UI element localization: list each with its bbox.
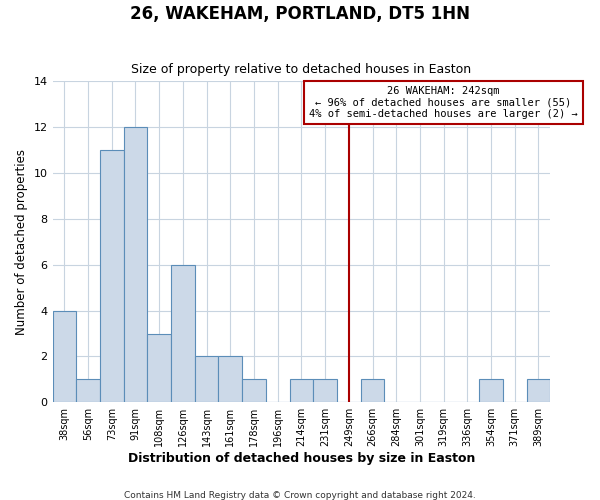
- Bar: [479, 380, 503, 402]
- X-axis label: Distribution of detached houses by size in Easton: Distribution of detached houses by size …: [128, 452, 475, 465]
- Bar: [195, 356, 218, 403]
- Bar: [361, 380, 385, 402]
- Bar: [171, 265, 195, 402]
- Bar: [290, 380, 313, 402]
- Text: Contains HM Land Registry data © Crown copyright and database right 2024.: Contains HM Land Registry data © Crown c…: [124, 490, 476, 500]
- Bar: [124, 127, 148, 402]
- Bar: [53, 310, 76, 402]
- Title: Size of property relative to detached houses in Easton: Size of property relative to detached ho…: [131, 63, 472, 76]
- Bar: [100, 150, 124, 403]
- Bar: [218, 356, 242, 403]
- Text: 26, WAKEHAM, PORTLAND, DT5 1HN: 26, WAKEHAM, PORTLAND, DT5 1HN: [130, 5, 470, 23]
- Text: 26 WAKEHAM: 242sqm
← 96% of detached houses are smaller (55)
4% of semi-detached: 26 WAKEHAM: 242sqm ← 96% of detached hou…: [309, 86, 578, 119]
- Bar: [527, 380, 550, 402]
- Bar: [76, 380, 100, 402]
- Bar: [313, 380, 337, 402]
- Bar: [242, 380, 266, 402]
- Y-axis label: Number of detached properties: Number of detached properties: [15, 149, 28, 335]
- Bar: [148, 334, 171, 402]
